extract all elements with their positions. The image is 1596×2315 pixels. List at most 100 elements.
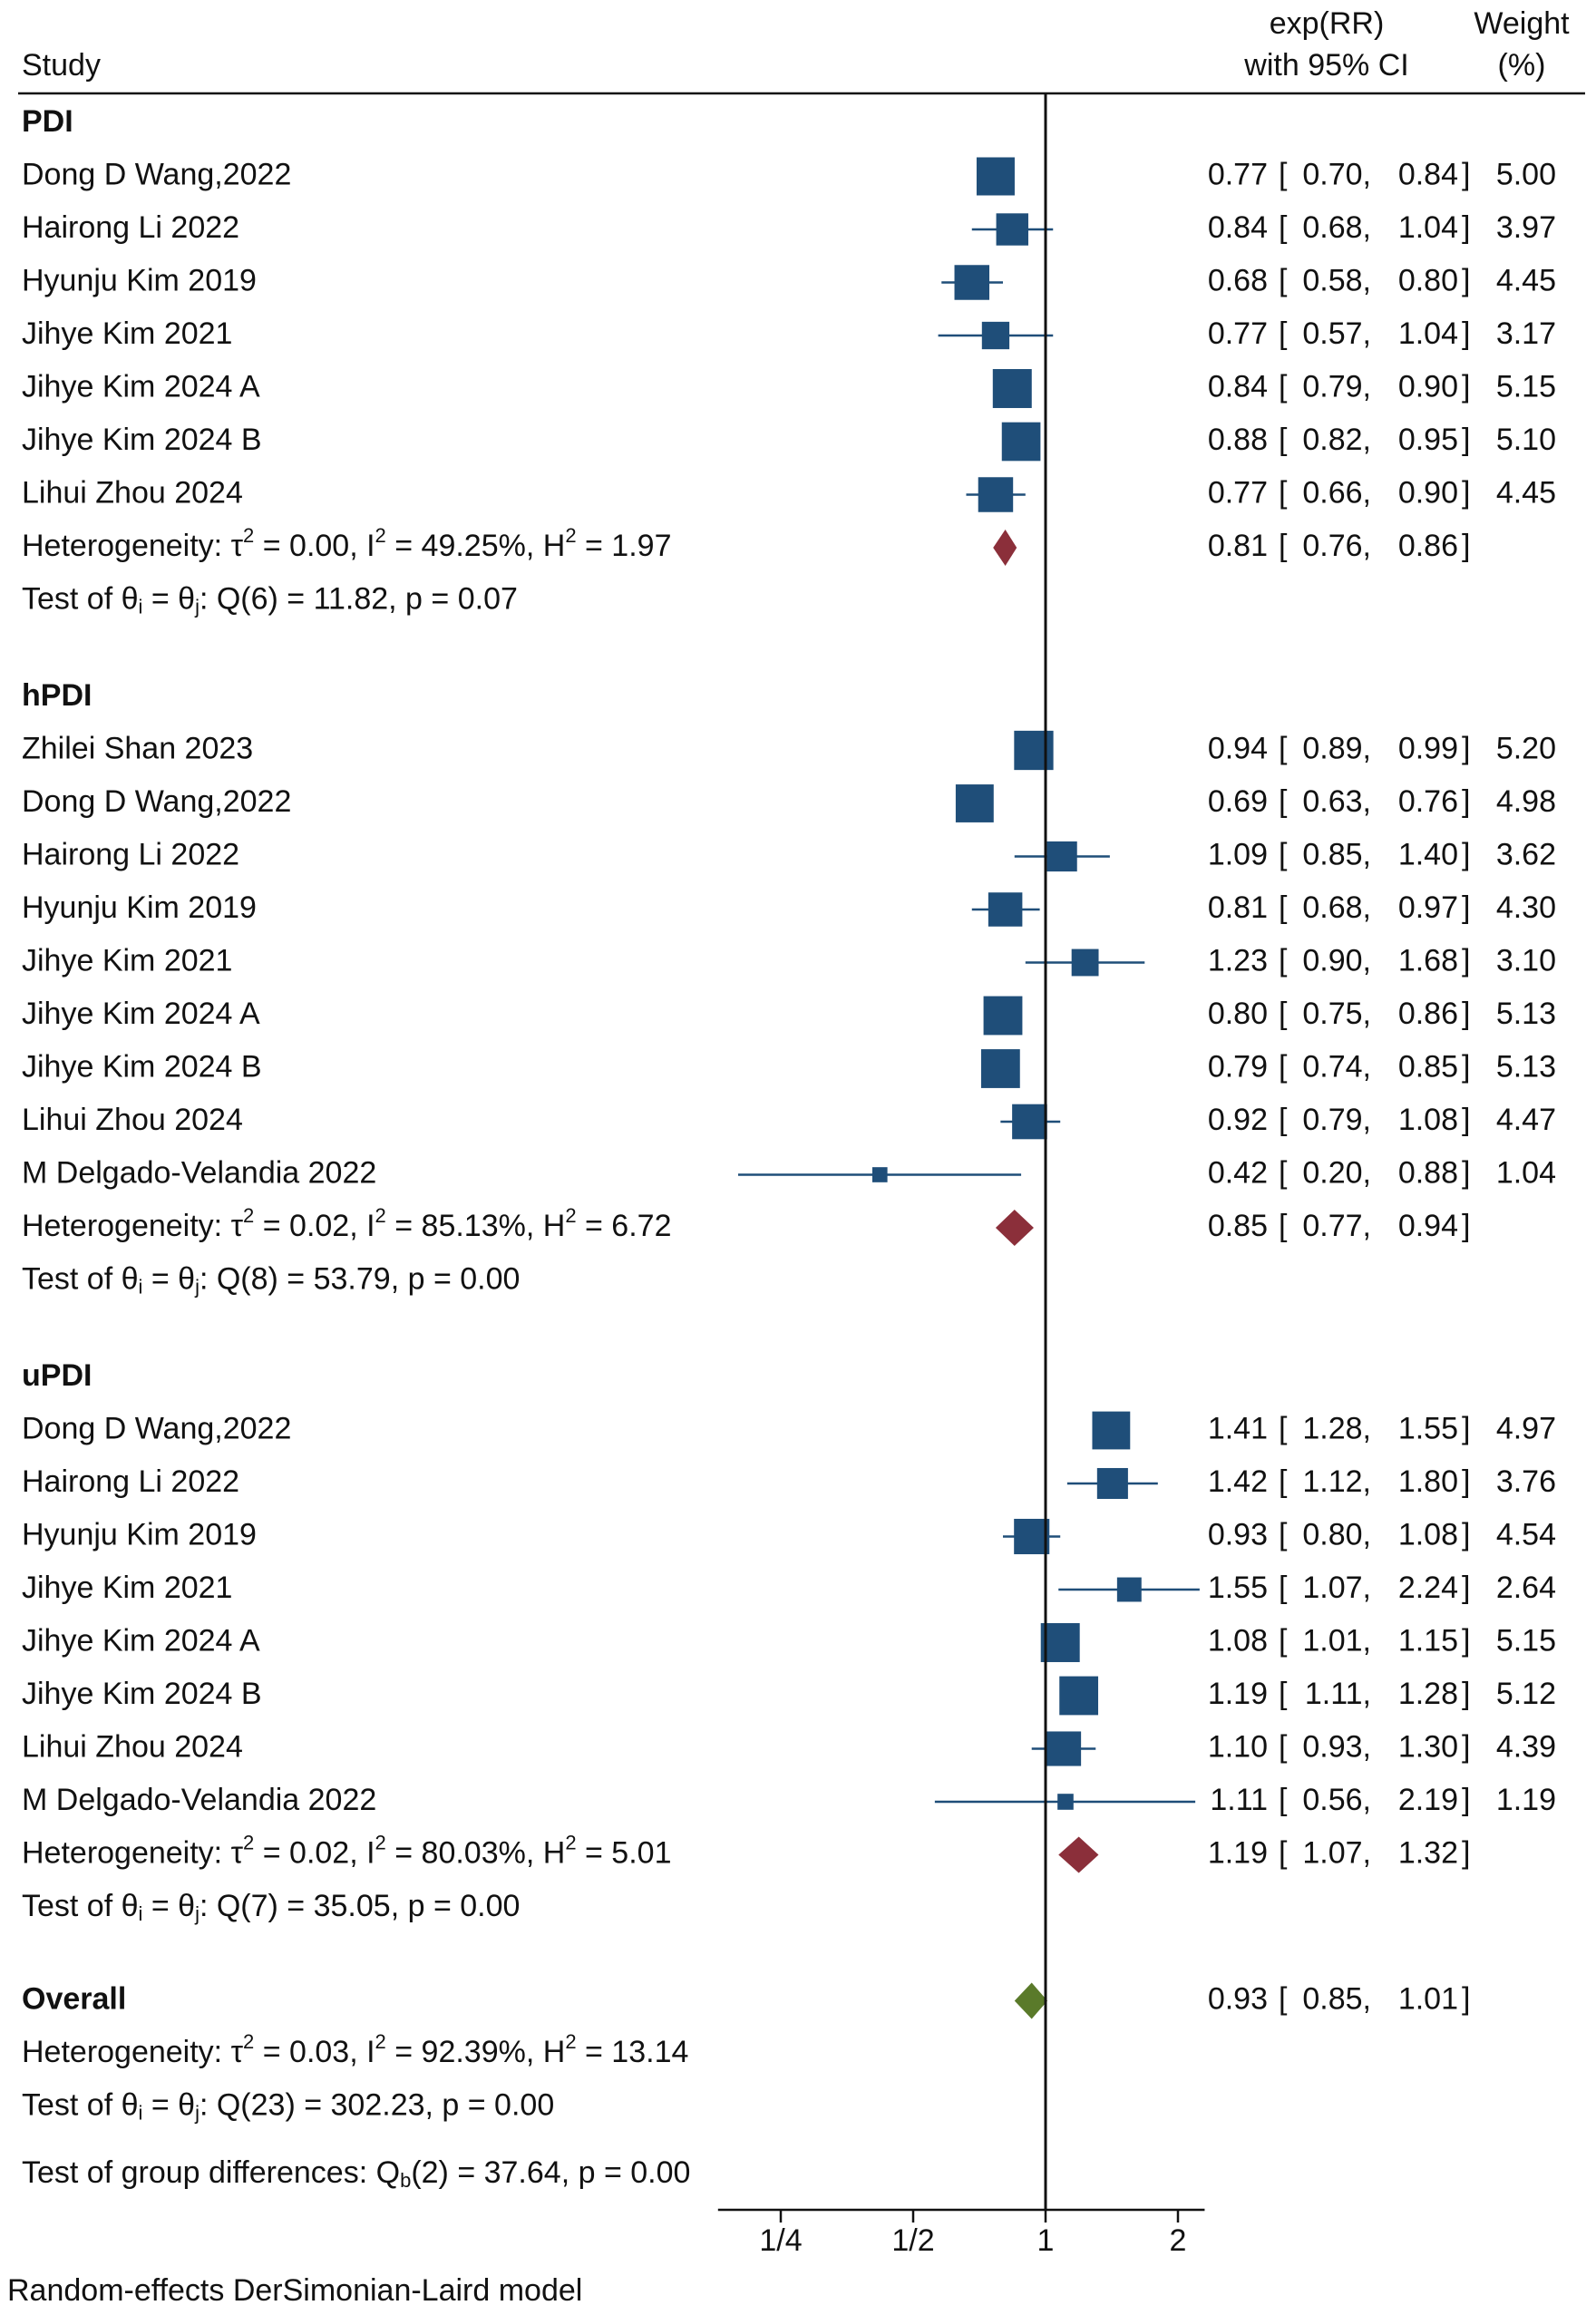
pdi-test: Test of θi = θj: Q(6) = 11.82, p = 0.07 bbox=[22, 581, 518, 618]
updi-study-3-bracket-close: ] bbox=[1462, 1517, 1470, 1551]
pdi-study-6-ci-lower: 0.82, bbox=[1302, 423, 1371, 457]
pdi-study-7-bracket-close: ] bbox=[1462, 475, 1470, 510]
hpdi-study-7-marker bbox=[980, 1049, 1020, 1088]
pdi-study-1-bracket-close: ] bbox=[1462, 157, 1470, 191]
overall-title: Overall bbox=[22, 1981, 126, 2016]
pdi-pooled-ci-upper: 0.86 bbox=[1398, 529, 1458, 563]
hpdi-study-4-label: Hyunju Kim 2019 bbox=[22, 890, 257, 925]
hpdi-study-6-weight: 5.13 bbox=[1496, 997, 1556, 1031]
overall-bracket-close: ] bbox=[1462, 1981, 1470, 2016]
updi-study-6-rr: 1.19 bbox=[1208, 1677, 1268, 1711]
hpdi-study-4-rr: 0.81 bbox=[1208, 890, 1268, 925]
hpdi-study-3-label: Hairong Li 2022 bbox=[22, 837, 239, 871]
hpdi-study-3-bracket-open: [ bbox=[1279, 837, 1288, 871]
pdi-study-2-ci-lower: 0.68, bbox=[1302, 210, 1371, 245]
pdi-study-2-bracket-close: ] bbox=[1462, 210, 1470, 245]
hpdi-study-7-weight: 5.13 bbox=[1496, 1049, 1556, 1084]
pdi-study-1-rr: 0.77 bbox=[1208, 157, 1268, 191]
updi-study-1-ci-upper: 1.55 bbox=[1398, 1411, 1458, 1445]
group-title-updi: uPDI bbox=[22, 1358, 92, 1393]
updi-study-1-bracket-open: [ bbox=[1279, 1411, 1288, 1445]
updi-test: Test of θi = θj: Q(7) = 35.05, p = 0.00 bbox=[22, 1889, 520, 1925]
updi-study-3-marker bbox=[1014, 1518, 1050, 1555]
updi-study-4-label: Jihye Kim 2021 bbox=[22, 1571, 232, 1605]
hpdi-study-1-marker bbox=[1014, 730, 1054, 771]
hpdi-study-8-bracket-close: ] bbox=[1462, 1103, 1470, 1137]
updi-study-5-rr: 1.08 bbox=[1208, 1623, 1268, 1658]
hpdi-study-8-label: Lihui Zhou 2024 bbox=[22, 1103, 243, 1137]
hpdi-study-3-ci-lower: 0.85, bbox=[1302, 837, 1371, 871]
updi-pooled-ci-lower: 1.07, bbox=[1302, 1835, 1371, 1870]
updi-study-2-bracket-open: [ bbox=[1279, 1464, 1288, 1499]
updi-study-8-ci-lower: 0.56, bbox=[1302, 1783, 1371, 1817]
overall-test: Test of θi = θj: Q(23) = 302.23, p = 0.0… bbox=[22, 2087, 554, 2124]
hpdi-study-6-bracket-open: [ bbox=[1279, 997, 1288, 1031]
updi-study-7-marker bbox=[1046, 1731, 1082, 1766]
hpdi-study-6-bracket-close: ] bbox=[1462, 997, 1470, 1031]
pdi-pooled-diamond bbox=[993, 530, 1017, 566]
hpdi-study-7-bracket-open: [ bbox=[1279, 1049, 1288, 1084]
updi-study-1-rr: 1.41 bbox=[1208, 1411, 1268, 1445]
pdi-pooled-rr: 0.81 bbox=[1208, 529, 1268, 563]
hpdi-heterogeneity: Heterogeneity: τ2 = 0.02, I2 = 85.13%, H… bbox=[22, 1204, 671, 1243]
hpdi-study-6-ci-lower: 0.75, bbox=[1302, 997, 1371, 1031]
overall-heterogeneity: Heterogeneity: τ2 = 0.03, I2 = 92.39%, H… bbox=[22, 2030, 688, 2069]
updi-study-7-ci-lower: 0.93, bbox=[1302, 1729, 1371, 1764]
updi-study-2-label: Hairong Li 2022 bbox=[22, 1464, 239, 1499]
hpdi-study-1-ci-upper: 0.99 bbox=[1398, 731, 1458, 765]
hpdi-study-2-rr: 0.69 bbox=[1208, 784, 1268, 819]
hpdi-study-4-ci-lower: 0.68, bbox=[1302, 890, 1371, 925]
updi-study-4-ci-lower: 1.07, bbox=[1302, 1571, 1371, 1605]
hpdi-study-9-label: M Delgado-Velandia 2022 bbox=[22, 1155, 376, 1190]
updi-study-4-rr: 1.55 bbox=[1208, 1571, 1268, 1605]
pdi-study-2-marker bbox=[996, 213, 1028, 246]
pdi-pooled-ci-lower: 0.76, bbox=[1302, 529, 1371, 563]
footnote: Random-effects DerSimonian-Laird model bbox=[7, 2273, 582, 2308]
hpdi-study-4-bracket-open: [ bbox=[1279, 890, 1288, 925]
hpdi-study-2-label: Dong D Wang,2022 bbox=[22, 784, 291, 819]
group-title-pdi: PDI bbox=[22, 104, 73, 139]
hpdi-study-5-rr: 1.23 bbox=[1208, 943, 1268, 978]
pdi-study-6-bracket-close: ] bbox=[1462, 423, 1470, 457]
pdi-study-3-ci-lower: 0.58, bbox=[1302, 263, 1371, 297]
pdi-study-6-ci-upper: 0.95 bbox=[1398, 423, 1458, 457]
pdi-study-7-weight: 4.45 bbox=[1496, 475, 1556, 510]
hpdi-study-7-rr: 0.79 bbox=[1208, 1049, 1268, 1084]
pdi-study-7-bracket-open: [ bbox=[1279, 475, 1288, 510]
pdi-study-2-ci-upper: 1.04 bbox=[1398, 210, 1458, 245]
hpdi-study-2-marker bbox=[955, 784, 994, 822]
pdi-study-5-ci-upper: 0.90 bbox=[1398, 369, 1458, 404]
overall-ci-upper: 1.01 bbox=[1398, 1981, 1458, 2016]
hpdi-study-9-rr: 0.42 bbox=[1208, 1155, 1268, 1190]
updi-study-5-bracket-close: ] bbox=[1462, 1623, 1470, 1658]
updi-study-1-label: Dong D Wang,2022 bbox=[22, 1411, 291, 1445]
hpdi-study-3-marker bbox=[1046, 841, 1077, 872]
hpdi-study-6-ci-upper: 0.86 bbox=[1398, 997, 1458, 1031]
hpdi-study-3-ci-upper: 1.40 bbox=[1398, 837, 1458, 871]
pdi-pooled-bracket-open: [ bbox=[1279, 529, 1288, 563]
updi-study-8-marker bbox=[1057, 1794, 1074, 1810]
hpdi-study-5-weight: 3.10 bbox=[1496, 943, 1556, 978]
hpdi-study-9-marker bbox=[871, 1167, 888, 1182]
updi-study-4-bracket-close: ] bbox=[1462, 1571, 1470, 1605]
updi-study-4-weight: 2.64 bbox=[1496, 1571, 1556, 1605]
updi-study-3-label: Hyunju Kim 2019 bbox=[22, 1517, 257, 1551]
updi-study-2-bracket-close: ] bbox=[1462, 1464, 1470, 1499]
pdi-study-5-bracket-close: ] bbox=[1462, 369, 1470, 404]
updi-study-6-bracket-open: [ bbox=[1279, 1677, 1288, 1711]
updi-pooled-rr: 1.19 bbox=[1208, 1835, 1268, 1870]
pdi-study-1-ci-upper: 0.84 bbox=[1398, 157, 1458, 191]
pdi-study-6-marker bbox=[1001, 422, 1041, 462]
hpdi-study-8-weight: 4.47 bbox=[1496, 1103, 1556, 1137]
hpdi-study-1-rr: 0.94 bbox=[1208, 731, 1268, 765]
pdi-study-6-bracket-open: [ bbox=[1279, 423, 1288, 457]
pdi-study-2-label: Hairong Li 2022 bbox=[22, 210, 239, 245]
pdi-study-5-ci-lower: 0.79, bbox=[1302, 369, 1371, 404]
pdi-study-7-rr: 0.77 bbox=[1208, 475, 1268, 510]
hpdi-study-9-bracket-close: ] bbox=[1462, 1155, 1470, 1190]
header-weight-line2: (%) bbox=[1498, 48, 1546, 83]
hpdi-study-2-weight: 4.98 bbox=[1496, 784, 1556, 819]
hpdi-study-4-marker bbox=[988, 892, 1023, 927]
hpdi-pooled-ci-upper: 0.94 bbox=[1398, 1209, 1458, 1243]
hpdi-study-3-rr: 1.09 bbox=[1208, 837, 1268, 871]
